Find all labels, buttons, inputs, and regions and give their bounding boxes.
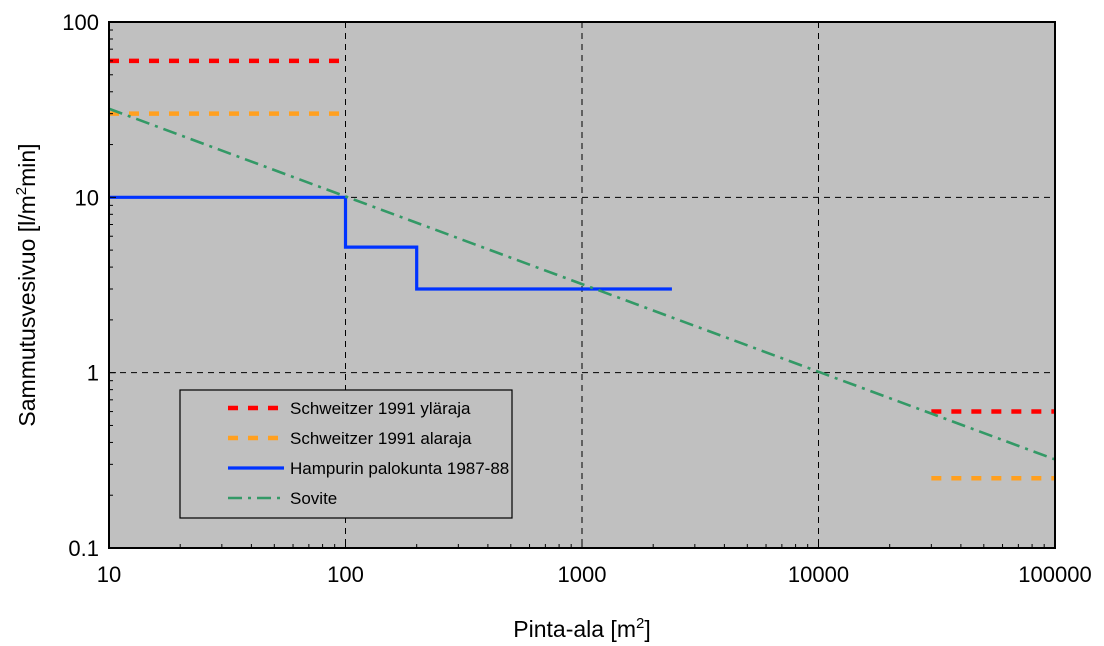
- series-4: [108, 107, 1056, 461]
- x-tick-label: 100: [327, 562, 364, 587]
- y-axis-label-sup: 2: [13, 187, 30, 195]
- x-tick-label: 1000: [558, 562, 607, 587]
- y-tick-label: 0.1: [68, 536, 99, 561]
- y-axis-label-end: min]: [14, 143, 40, 186]
- series-4-line: [108, 107, 1056, 461]
- legend-label: Schweitzer 1991 yläraja: [290, 399, 471, 418]
- x-axis-label-main: Pinta-ala [m: [513, 616, 636, 642]
- x-tick-label: 10: [97, 562, 121, 587]
- y-tick-label: 1: [87, 361, 99, 386]
- series-1: [109, 58, 1055, 414]
- series-2: [109, 111, 1055, 481]
- x-axis-label-end: ]: [644, 616, 650, 642]
- series-3: [109, 195, 672, 291]
- legend-label: Schweitzer 1991 alaraja: [290, 429, 472, 448]
- x-axis-label: Pinta-ala [m2]: [513, 615, 650, 642]
- legend-label: Sovite: [290, 489, 337, 508]
- y-axis-label: Sammutusvesivuo [l/m2min]: [13, 143, 40, 426]
- series-layer: [108, 58, 1056, 481]
- x-tick-label: 100000: [1018, 562, 1091, 587]
- y-tick-label: 10: [75, 185, 99, 210]
- tick-labels: 10 100 1000 10000 100000 0.1 1 10 100: [62, 10, 1091, 587]
- series-3-line: [109, 195, 672, 291]
- ticks: [108, 29, 1045, 549]
- y-tick-label: 100: [62, 10, 99, 35]
- legend: Schweitzer 1991 yläraja Schweitzer 1991 a…: [179, 389, 513, 519]
- legend-box: [179, 389, 513, 519]
- x-tick-label: 10000: [788, 562, 849, 587]
- legend-label: Hampurin palokunta 1987-88: [290, 459, 509, 478]
- y-axis-label-main: Sammutusvesivuo [l/m: [14, 195, 40, 426]
- x-axis-label-sup: 2: [636, 615, 644, 632]
